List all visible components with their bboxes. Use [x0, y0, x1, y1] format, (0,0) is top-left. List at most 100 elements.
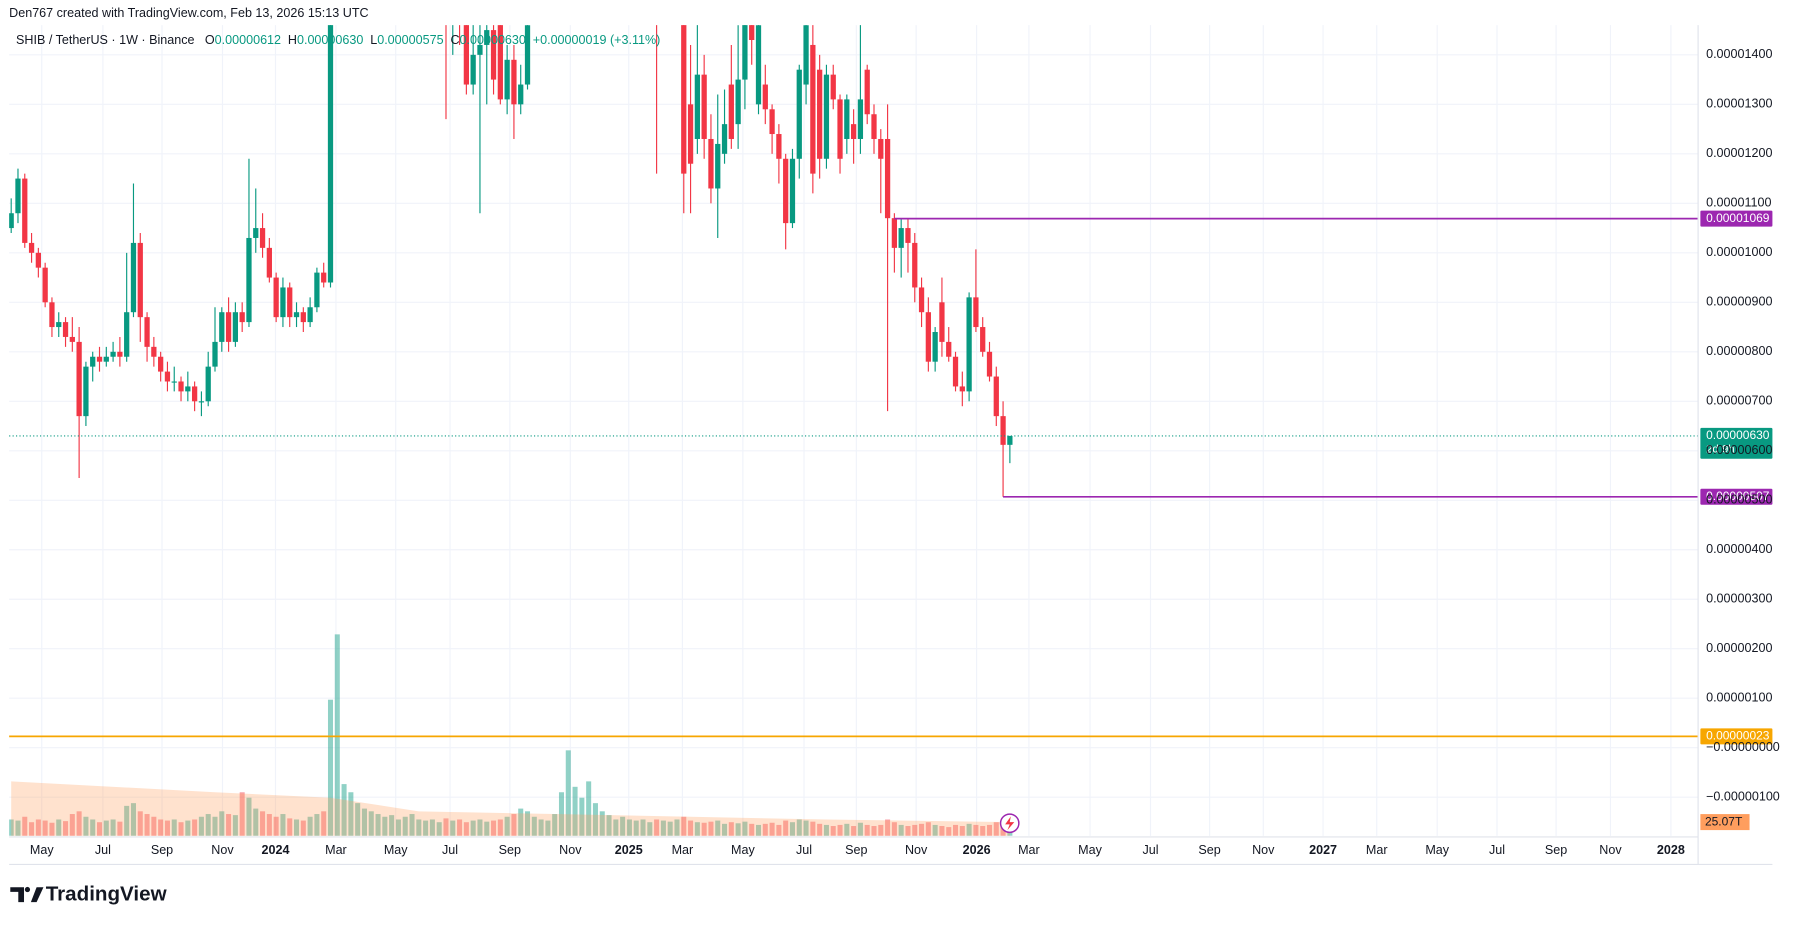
volume-bar [722, 823, 728, 836]
volume-bar [477, 819, 483, 836]
volume-bar [857, 822, 863, 836]
price-label-box [1700, 488, 1773, 505]
volume-bar [939, 826, 945, 836]
price-label: 0.00000630 [1706, 428, 1770, 442]
volume-bar [164, 820, 170, 836]
x-tick-label: Sep [845, 843, 867, 857]
candle-body [49, 302, 55, 328]
candle-body [56, 322, 62, 328]
candle-body [327, 25, 334, 283]
volume-bar [124, 805, 130, 836]
volume-bar [158, 819, 164, 836]
volume-bar [851, 826, 857, 836]
volume-bar [69, 814, 75, 836]
volume-bar [898, 824, 904, 836]
volume-bar [796, 819, 802, 836]
x-tick-label: May [1078, 843, 1102, 857]
x-tick-label: 2025 [615, 843, 643, 857]
volume-bar [545, 820, 551, 836]
volume-bar [959, 826, 965, 836]
volume-bar [599, 811, 605, 836]
y-tick-label: 0.00001100 [1706, 196, 1771, 210]
volume-bar [708, 821, 714, 836]
candle-body [932, 331, 938, 362]
volume-bar [368, 811, 374, 836]
candle-body [28, 242, 35, 253]
x-tick-label: Mar [1018, 843, 1040, 857]
y-tick-label: 0.00000800 [1706, 344, 1772, 358]
volume-bar [776, 824, 782, 836]
candle-body [966, 297, 972, 392]
volume-bar [171, 819, 177, 836]
price-label-box [1700, 210, 1773, 227]
volume-bar [925, 822, 931, 836]
candle-body [776, 134, 782, 159]
candle-body [701, 74, 707, 139]
symbol: SHIB / TetherUS · 1W · Binance [16, 33, 195, 47]
volume-bar [660, 820, 666, 836]
candle-body [62, 322, 69, 337]
candle-body [728, 84, 734, 139]
candle-body [130, 242, 137, 313]
volume-bar [429, 819, 435, 836]
candle-body [925, 312, 931, 362]
candle-body [918, 287, 925, 313]
candle-body [939, 302, 945, 342]
x-tick-label: Nov [211, 843, 234, 857]
price-label-box [1700, 427, 1773, 459]
candle-body [694, 74, 700, 139]
price-label: 0.00001069 [1706, 211, 1770, 225]
logo-text: TradingView [46, 883, 168, 906]
candle-body [884, 138, 891, 219]
volume-bar [864, 824, 870, 836]
candle-body [9, 213, 14, 229]
volume-bar [355, 803, 361, 836]
candle-body [504, 59, 510, 100]
volume-bar [56, 819, 62, 836]
volume-bar [341, 784, 347, 836]
x-tick-label: Sep [1198, 843, 1220, 857]
volume-bar [735, 823, 741, 836]
volume-bar [946, 827, 952, 836]
candle-body [762, 84, 768, 110]
volume-bar [63, 821, 69, 836]
y-tick-label: 0.00000200 [1706, 641, 1772, 655]
volume-bar [769, 822, 775, 836]
candle-body [830, 74, 836, 100]
volume-bar [830, 826, 836, 836]
candle-body [96, 356, 103, 362]
volume-bar [334, 634, 340, 836]
candle-body [273, 277, 279, 318]
x-tick-label: Jul [796, 843, 812, 857]
candle-body [871, 114, 877, 139]
volume-bar [742, 821, 748, 836]
volume-bar [22, 816, 28, 836]
volume-bar [511, 814, 517, 836]
candle-body [905, 228, 911, 243]
candle-body [15, 178, 21, 214]
candle-body [783, 158, 789, 224]
volume-bar [300, 820, 306, 836]
volume-label: 25.07T [1705, 814, 1743, 828]
candle-body [803, 25, 809, 85]
volume-bar [178, 822, 184, 836]
volume-bar [606, 815, 612, 836]
volume-bar [579, 797, 585, 836]
legend-key: O [205, 33, 215, 47]
volume-bar [307, 816, 313, 836]
volume-bar [558, 792, 565, 836]
volume-bar [266, 814, 272, 836]
x-tick-label: Mar [1366, 843, 1388, 857]
volume-bar [239, 792, 245, 836]
volume-bar [321, 811, 327, 836]
volume-bar [205, 814, 211, 836]
candle-body [69, 336, 75, 342]
y-tick-label: 0.00001000 [1706, 245, 1772, 259]
volume-bar [110, 819, 116, 836]
candle-body [110, 351, 116, 357]
y-tick-label: 0.00001300 [1706, 97, 1772, 111]
x-tick-label: Nov [1252, 843, 1275, 857]
volume-bar [762, 823, 768, 836]
volume-bar [525, 811, 531, 836]
